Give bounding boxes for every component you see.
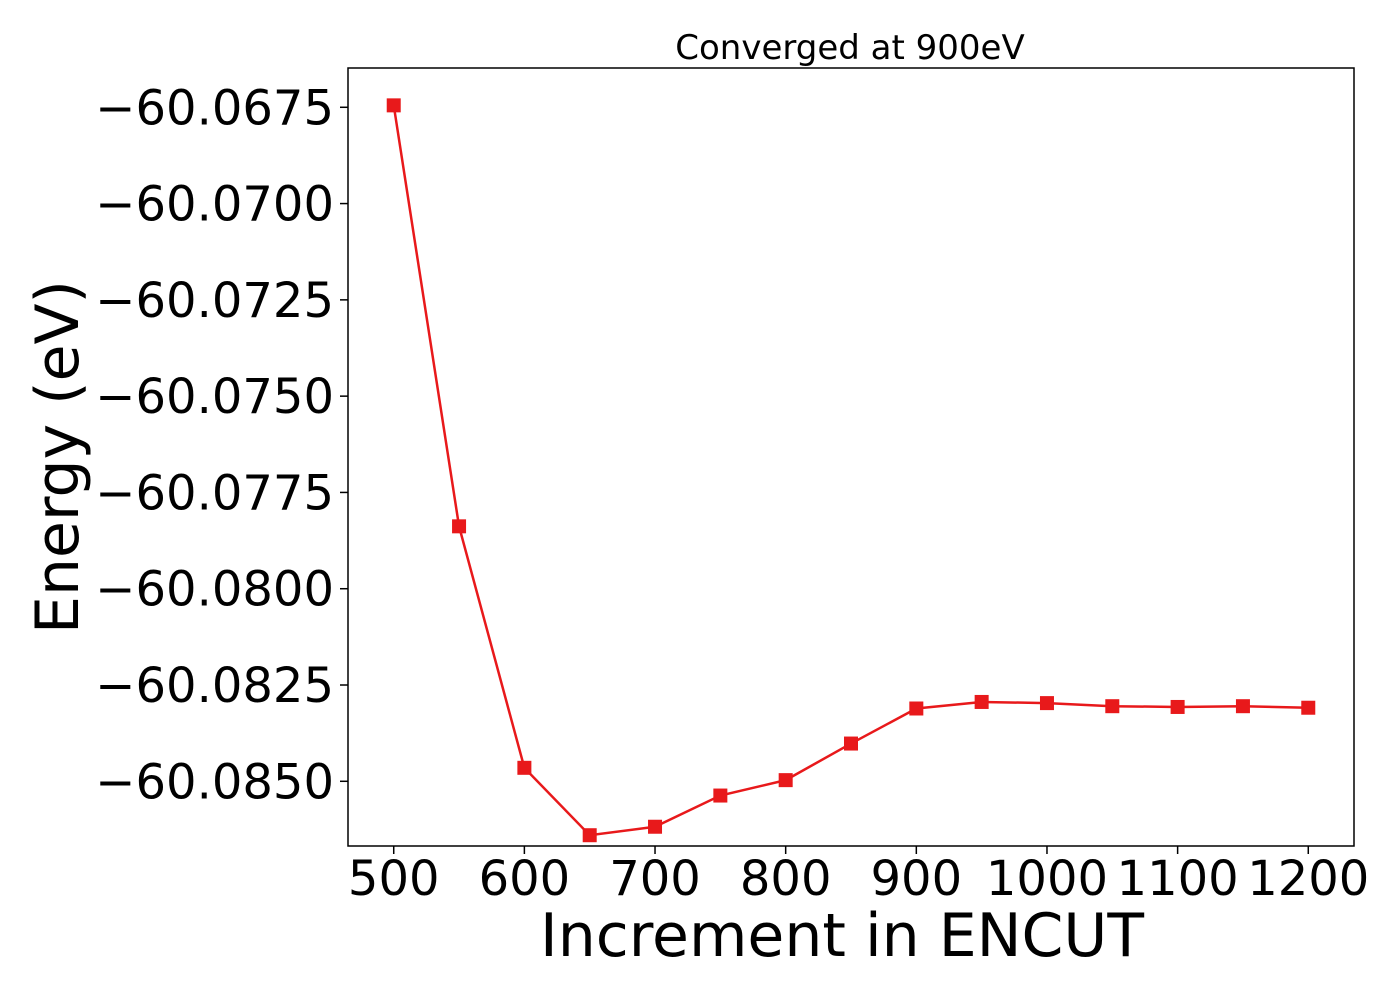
plot-frame	[347, 67, 1355, 847]
y-tick-label: −60.0675	[95, 80, 334, 136]
x-tick-label: 800	[740, 851, 832, 907]
data-point	[1235, 699, 1250, 714]
data-point	[517, 760, 532, 775]
data-point	[844, 736, 858, 751]
y-tick-label: −60.0700	[95, 177, 334, 233]
x-tick-label: 1000	[986, 851, 1108, 907]
series-energy	[386, 98, 1316, 843]
data-point	[582, 828, 597, 843]
data-point	[974, 694, 989, 709]
data-point	[1301, 700, 1316, 715]
data-point	[648, 819, 663, 834]
x-axis-label: Increment in ENCUT	[540, 901, 1144, 971]
x-axis: 500 600 700 800 900 1000 1100 1200	[348, 846, 1369, 907]
y-tick-label: −60.0750	[95, 369, 334, 425]
data-point	[1170, 699, 1185, 714]
y-tick-label: −60.0725	[95, 273, 334, 329]
data-point	[386, 98, 401, 113]
x-tick-label: 500	[348, 851, 440, 907]
x-tick-label: 700	[609, 851, 701, 907]
x-tick-label: 600	[479, 851, 571, 907]
y-tick-label: −60.0850	[95, 754, 334, 810]
data-point	[452, 519, 467, 534]
y-tick-label: −60.0775	[95, 465, 334, 521]
x-tick-label: 900	[871, 851, 963, 907]
y-axis-label: Energy (eV)	[23, 280, 93, 634]
chart-title: Converged at 900eV	[675, 28, 1024, 68]
data-point	[1105, 699, 1120, 714]
data-point	[778, 773, 793, 788]
data-point	[1039, 696, 1054, 711]
y-tick-label: −60.0800	[95, 562, 334, 618]
x-tick-label: 1200	[1247, 851, 1369, 907]
y-axis: −60.0675 −60.0700 −60.0725 −60.0750 −60.0775…	[95, 80, 348, 810]
x-tick-label: 1100	[1117, 851, 1239, 907]
y-tick-label: −60.0825	[95, 658, 334, 714]
data-point	[909, 701, 924, 716]
series-line	[392, 105, 1309, 837]
data-point	[713, 788, 728, 803]
